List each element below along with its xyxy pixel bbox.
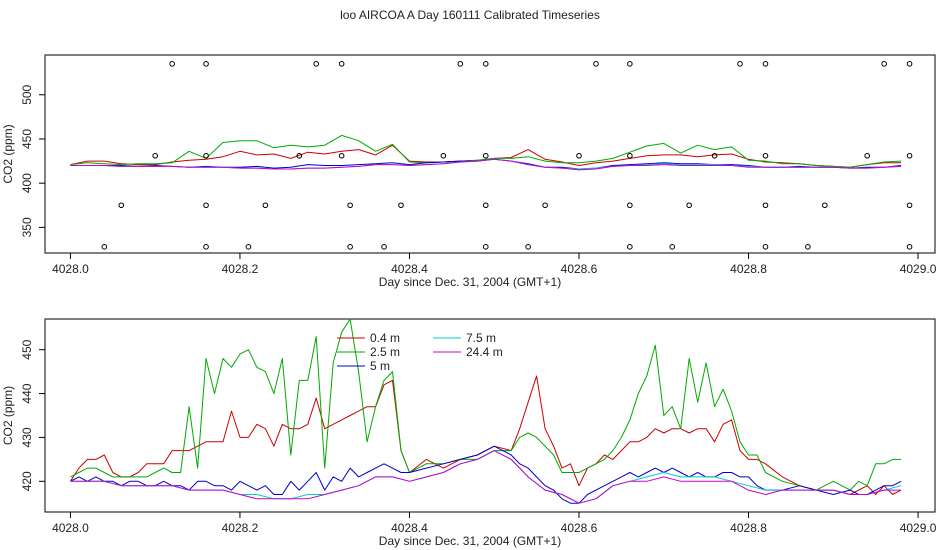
calibration-point — [381, 244, 387, 250]
calibration-point — [627, 202, 633, 209]
calibration-point — [576, 152, 582, 159]
calibration-point — [906, 244, 913, 250]
y-tick-label: 450 — [20, 129, 34, 149]
series-line-2 — [70, 318, 902, 491]
calibration-point — [906, 61, 913, 67]
calibration-point — [262, 202, 269, 209]
calibration-point — [203, 202, 209, 209]
calibration-point — [347, 202, 353, 209]
panel-2: 4028.0 4028.2 4028.4 4028.6 4028.8 4029.0 Day … — [1, 318, 937, 548]
series-line-2 — [70, 134, 902, 168]
plot-frame — [44, 318, 936, 513]
y-tick-label: 430 — [20, 427, 34, 447]
calibration-point — [525, 244, 531, 250]
series-line-5 — [70, 450, 902, 504]
calibration-point — [482, 202, 489, 209]
calibration-point — [347, 244, 353, 250]
x-tick-label: 4028.2 — [222, 521, 259, 535]
x-axis-label: Day since Dec. 31, 2004 (GMT+1) — [379, 275, 561, 289]
x-tick-label: 4028.2 — [222, 262, 259, 276]
legend-label: 24.4 m — [466, 345, 503, 359]
y-axis-label: CO2 (ppm) — [1, 386, 15, 445]
calibration-point — [482, 152, 489, 159]
calibration-point — [338, 61, 345, 67]
legend-label: 2.5 m — [370, 345, 400, 359]
calibration-point — [203, 61, 209, 67]
x-tick-label: 4028.6 — [561, 521, 598, 535]
y-axis-label: CO2 (ppm) — [1, 124, 15, 183]
calibration-point — [296, 152, 303, 159]
calibration-point — [203, 244, 209, 250]
calibration-point — [245, 244, 252, 250]
panel-1: 4028.0 4028.2 4028.4 4028.6 4028.8 4029.0 Day … — [1, 54, 937, 289]
legend-label: 5 m — [370, 359, 390, 373]
calibration-point — [593, 61, 599, 67]
calibration-point — [118, 202, 125, 209]
series-line-1 — [70, 144, 902, 168]
x-tick-label: 4029.0 — [900, 521, 937, 535]
y-tick-label: 400 — [20, 173, 34, 193]
calibration-point — [482, 244, 489, 250]
plot-frame — [44, 54, 936, 254]
calibration-point — [864, 152, 870, 159]
x-tick-label: 4028.6 — [561, 262, 598, 276]
calibration-point — [762, 202, 769, 209]
calibration-point — [169, 61, 175, 67]
calibration-point — [457, 61, 464, 67]
x-tick-label: 4028.4 — [391, 262, 428, 276]
x-axis-label: Day since Dec. 31, 2004 (GMT+1) — [379, 534, 561, 548]
series-line-5 — [70, 158, 902, 171]
x-tick-label: 4028.4 — [391, 521, 428, 535]
legend-label: 7.5 m — [466, 331, 496, 345]
calibration-point — [737, 61, 743, 67]
calibration-point — [881, 61, 887, 67]
calibration-point — [906, 152, 913, 159]
calibration-point — [762, 244, 769, 250]
x-tick-label: 4028.0 — [52, 262, 89, 276]
x-tick-label: 4028.8 — [730, 521, 767, 535]
y-tick-label: 450 — [20, 339, 34, 359]
calibration-point — [711, 152, 718, 159]
calibration-point — [313, 61, 320, 67]
x-tick-label: 4028.8 — [730, 262, 767, 276]
x-tick-label: 4029.0 — [900, 262, 937, 276]
calibration-point — [627, 61, 633, 67]
legend-label: 0.4 m — [370, 331, 400, 345]
calibration-point — [669, 244, 676, 250]
calibration-point — [762, 61, 769, 67]
calibration-point — [906, 202, 913, 209]
x-tick-label: 4028.0 — [52, 521, 89, 535]
calibration-point — [203, 152, 209, 159]
series-line-4 — [70, 450, 902, 504]
calibration-point — [686, 202, 692, 209]
calibration-point — [627, 244, 633, 250]
y-tick-label: 350 — [20, 217, 34, 237]
calibration-point — [805, 244, 811, 250]
calibration-point — [440, 152, 447, 159]
figure-title: loo AIRCOA A Day 160111 Calibrated Times… — [340, 8, 600, 22]
calibration-point — [542, 202, 548, 209]
calibration-point — [822, 202, 828, 209]
calibration-point — [398, 202, 404, 209]
calibration-point — [152, 152, 158, 159]
calibration-point — [627, 152, 633, 159]
series-line-1 — [69, 375, 902, 495]
calibration-point — [338, 152, 345, 159]
y-tick-label: 420 — [20, 471, 34, 491]
calibration-point — [482, 61, 489, 67]
calibration-point — [762, 152, 769, 159]
y-tick-label: 440 — [20, 383, 34, 403]
series-line-3 — [70, 445, 902, 504]
calibration-point — [101, 244, 108, 250]
y-tick-label: 500 — [20, 84, 34, 104]
